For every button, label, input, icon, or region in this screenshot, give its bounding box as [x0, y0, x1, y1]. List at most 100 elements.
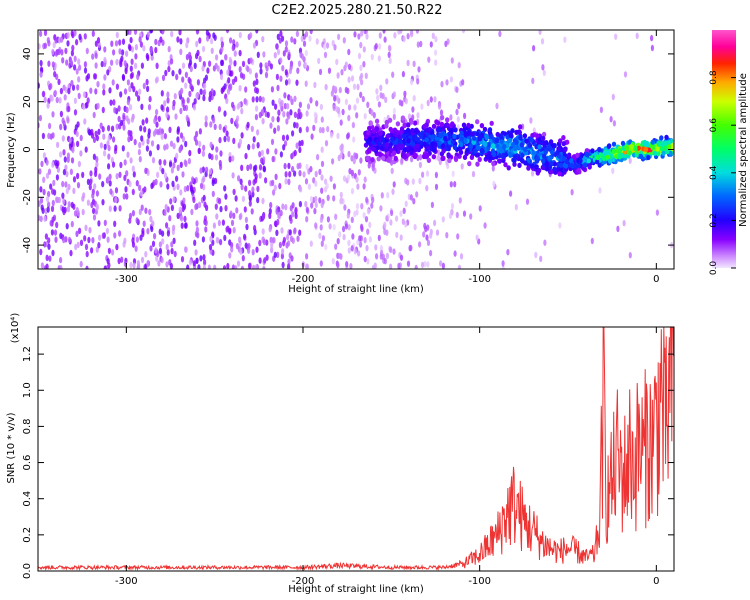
signal-cell	[561, 135, 566, 141]
colorbar-tick-label: 0.0	[709, 261, 719, 276]
noise-cell	[70, 79, 74, 87]
noise-cell	[112, 99, 116, 106]
signal-cell	[399, 143, 405, 149]
noise-cell	[101, 199, 105, 206]
noise-cell	[42, 90, 46, 98]
signal-cell	[445, 117, 450, 123]
noise-cell	[101, 232, 105, 239]
noise-cell	[399, 210, 403, 217]
noise-cell	[296, 67, 300, 74]
signal-cell	[376, 156, 381, 162]
y-tick-label: -40	[22, 237, 33, 253]
noise-cell	[444, 40, 448, 48]
noise-cell	[121, 145, 125, 152]
noise-cell	[237, 175, 241, 182]
noise-cell	[208, 90, 212, 98]
noise-cell	[302, 33, 306, 40]
noise-cell	[44, 233, 49, 240]
noise-cell	[628, 252, 632, 259]
x-tick-label: -100	[468, 274, 491, 285]
noise-cell	[107, 153, 111, 160]
signal-cell	[368, 120, 373, 126]
noise-cell	[342, 225, 346, 233]
signal-cell	[643, 141, 648, 147]
signal-cell	[656, 151, 661, 157]
noise-cell	[161, 230, 165, 237]
noise-cell	[201, 150, 205, 157]
signal-cell	[412, 120, 418, 126]
noise-cell	[101, 106, 105, 114]
noise-cell	[258, 239, 262, 247]
noise-cell	[371, 165, 375, 172]
noise-cell	[138, 88, 142, 95]
noise-cell	[308, 35, 312, 42]
noise-cell	[150, 140, 155, 147]
noise-cell	[264, 71, 269, 79]
noise-cell	[47, 190, 51, 198]
noise-cell	[284, 69, 288, 76]
noise-cell	[352, 136, 356, 143]
noise-cell	[61, 135, 65, 142]
noise-cell	[192, 260, 196, 267]
noise-cell	[309, 30, 313, 35]
noise-cell	[360, 203, 364, 210]
noise-cell	[280, 99, 284, 107]
signal-cell	[542, 140, 547, 146]
signal-cell	[552, 161, 557, 167]
noise-cell	[114, 40, 119, 47]
noise-cell	[331, 258, 335, 265]
noise-cell	[238, 49, 242, 57]
noise-cell	[46, 206, 50, 213]
noise-cell	[142, 45, 146, 52]
noise-cell	[83, 235, 87, 242]
noise-cell	[250, 125, 254, 132]
noise-cell	[386, 192, 390, 199]
noise-cell	[112, 49, 116, 56]
noise-cell	[351, 233, 355, 240]
noise-cell	[276, 116, 280, 123]
noise-cell	[370, 53, 374, 61]
noise-cell	[228, 64, 232, 72]
noise-cell	[197, 147, 201, 154]
noise-cell	[75, 68, 79, 75]
noise-cell	[269, 201, 273, 209]
noise-cell	[79, 239, 84, 246]
noise-cell	[463, 112, 467, 120]
noise-cell	[139, 125, 143, 132]
noise-cell	[275, 208, 279, 215]
noise-cell	[623, 71, 628, 78]
noise-cell	[232, 188, 236, 196]
noise-cell	[95, 161, 99, 168]
noise-cell	[397, 262, 401, 269]
signal-cell	[491, 143, 496, 149]
signal-cell	[522, 147, 528, 153]
noise-cell	[144, 251, 148, 258]
noise-cell	[287, 113, 291, 120]
noise-cell	[423, 260, 427, 268]
noise-cell	[165, 222, 169, 229]
noise-cell	[54, 37, 58, 44]
noise-cell	[282, 50, 286, 57]
signal-cell	[541, 135, 546, 141]
noise-cell	[628, 157, 632, 164]
noise-cell	[314, 117, 318, 124]
signal-cell	[605, 150, 610, 156]
noise-cell	[225, 97, 229, 105]
noise-cell	[156, 171, 160, 178]
noise-cell	[363, 30, 367, 35]
noise-cell	[129, 65, 133, 72]
noise-cell	[256, 196, 260, 204]
noise-cell	[252, 80, 256, 87]
noise-cell	[406, 179, 410, 186]
noise-cell	[179, 145, 183, 152]
noise-cell	[248, 200, 252, 207]
noise-cell	[92, 207, 96, 215]
noise-cell	[109, 99, 113, 106]
noise-cell	[188, 51, 192, 59]
noise-cell	[89, 178, 93, 186]
noise-cell	[138, 36, 142, 43]
signal-cell	[466, 122, 471, 128]
noise-cell	[152, 130, 156, 137]
noise-cell	[114, 187, 119, 194]
noise-cell	[296, 235, 300, 242]
